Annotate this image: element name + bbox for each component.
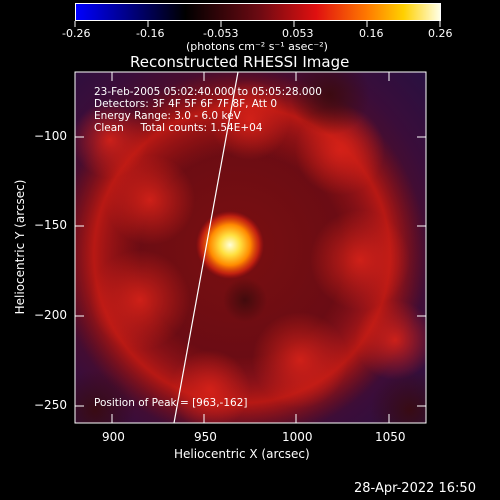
colorbar-tick-label: 0.16 (359, 27, 384, 40)
colorbar (75, 3, 441, 21)
colorbar-units: (photons cm⁻² s⁻¹ asec⁻²) (186, 40, 328, 53)
y-axis-ticks (75, 136, 426, 407)
annotation-energy-range: Energy Range: 3.0 - 6.0 keV (94, 110, 241, 122)
footer-date: 28-Apr-2022 16:50 (354, 481, 476, 496)
x-tick-label: 900 (102, 430, 125, 444)
annotation-detectors: Detectors: 3F 4F 5F 6F 7F 8F, Att 0 (94, 98, 278, 110)
colorbar-tick-label: -0.16 (136, 27, 165, 40)
colorbar-ticks (74, 21, 441, 27)
y-tick-label: −200 (34, 308, 67, 322)
y-tick-label: −250 (34, 398, 67, 412)
x-axis-ticks (111, 72, 390, 423)
y-tick-label: −150 (34, 218, 67, 232)
y-tick-label: −100 (34, 129, 67, 143)
solar-limb-line (173, 72, 239, 423)
colorbar-tick-label: -0.053 (203, 27, 239, 40)
colorbar-gradient (76, 4, 440, 20)
plot-title: Reconstructed RHESSI Image (130, 53, 350, 71)
x-tick-label: 1050 (375, 430, 406, 444)
peak-position-label: Position of Peak = [963,-162] (94, 397, 248, 409)
colorbar-tick-label: 0.053 (282, 27, 314, 40)
annotation-clean-counts: Clean Total counts: 1.54E+04 (94, 122, 263, 134)
y-axis-label: Heliocentric Y (arcsec) (13, 179, 27, 315)
colorbar-tick-label: -0.26 (62, 27, 91, 40)
x-axis-label: Heliocentric X (arcsec) (174, 447, 310, 461)
x-tick-label: 950 (194, 430, 217, 444)
peak-source (196, 211, 264, 279)
colorbar-tick-label: 0.26 (428, 27, 453, 40)
x-tick-label: 1000 (282, 430, 313, 444)
annotation-time-range: 23-Feb-2005 05:02:40.000 to 05:05:28.000 (94, 86, 322, 98)
